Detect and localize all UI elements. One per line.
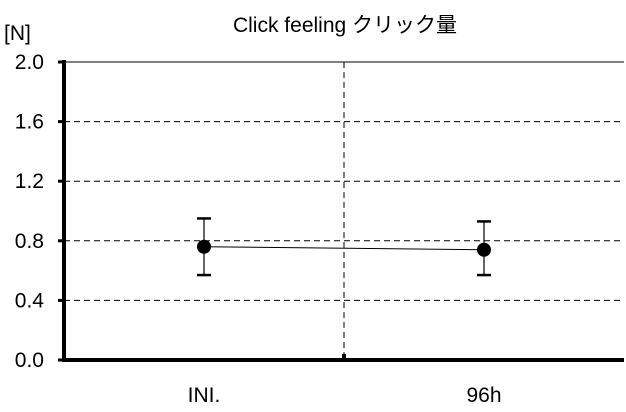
y-tick-label: 1.6 <box>15 111 44 134</box>
axes <box>58 60 624 362</box>
y-tick-label: 0.8 <box>15 230 44 253</box>
data-point <box>197 239 211 254</box>
grid-lines <box>64 61 624 360</box>
data-marks <box>197 217 491 277</box>
y-tick-label: 0.4 <box>15 289 45 312</box>
x-tick-label: INI. <box>188 384 221 407</box>
tick-labels: 0.0 0.4 0.8 1.2 1.6 2.0 INI. 96h <box>15 51 502 407</box>
y-axis-unit-label: [N] <box>4 22 31 45</box>
series-line <box>203 246 485 251</box>
data-point <box>477 242 491 257</box>
y-tick-label: 0.0 <box>15 349 44 372</box>
y-tick-label: 1.2 <box>15 170 44 193</box>
y-tick-label: 2.0 <box>15 51 44 74</box>
x-tick-label: 96h <box>466 384 501 407</box>
chart-title: Click feeling クリック量 <box>233 14 457 37</box>
